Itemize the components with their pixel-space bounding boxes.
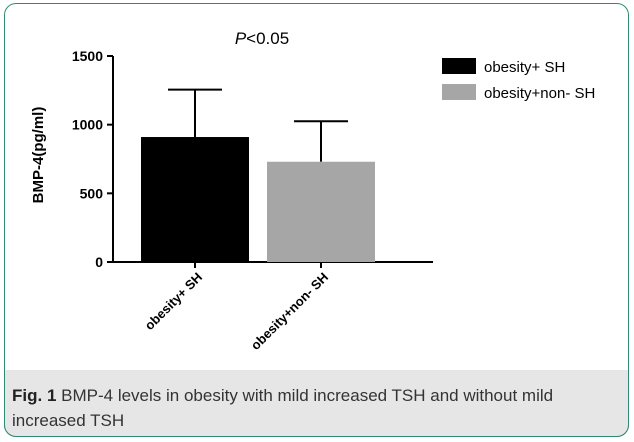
x-tick-label-obesity-sh: obesity+ SH bbox=[142, 270, 205, 333]
y-tick-label-1000: 1000 bbox=[72, 117, 103, 133]
y-tick-label-0: 0 bbox=[95, 254, 103, 270]
caption-text: BMP-4 levels in obesity with mild increa… bbox=[12, 386, 554, 430]
y-tick-label-500: 500 bbox=[80, 185, 104, 201]
y-tick-label-1500: 1500 bbox=[72, 48, 103, 64]
legend-label-obesity-non-sh: obesity+non- SH bbox=[484, 85, 595, 102]
legend-swatch-obesity-sh bbox=[442, 58, 476, 74]
bar-chart: P<0.05 BMP-4(pg/ml) 0 500 1000 1500 obesity+… bbox=[30, 29, 595, 353]
figure-caption: Fig. 1 BMP-4 levels in obesity with mild… bbox=[12, 383, 612, 433]
legend-swatch-obesity-non-sh bbox=[442, 84, 476, 100]
legend-label-obesity-sh: obesity+ SH bbox=[484, 59, 565, 76]
bar-obesity-non-sh bbox=[267, 161, 375, 262]
significance-annotation: P<0.05 bbox=[235, 29, 289, 48]
caption-box bbox=[4, 370, 629, 437]
x-tick-label-obesity-non-sh: obesity+non- SH bbox=[248, 270, 331, 353]
figure-label: Fig. 1 bbox=[12, 386, 57, 405]
y-axis-label: BMP-4(pg/ml) bbox=[30, 107, 47, 204]
bar-obesity-sh bbox=[141, 137, 249, 262]
